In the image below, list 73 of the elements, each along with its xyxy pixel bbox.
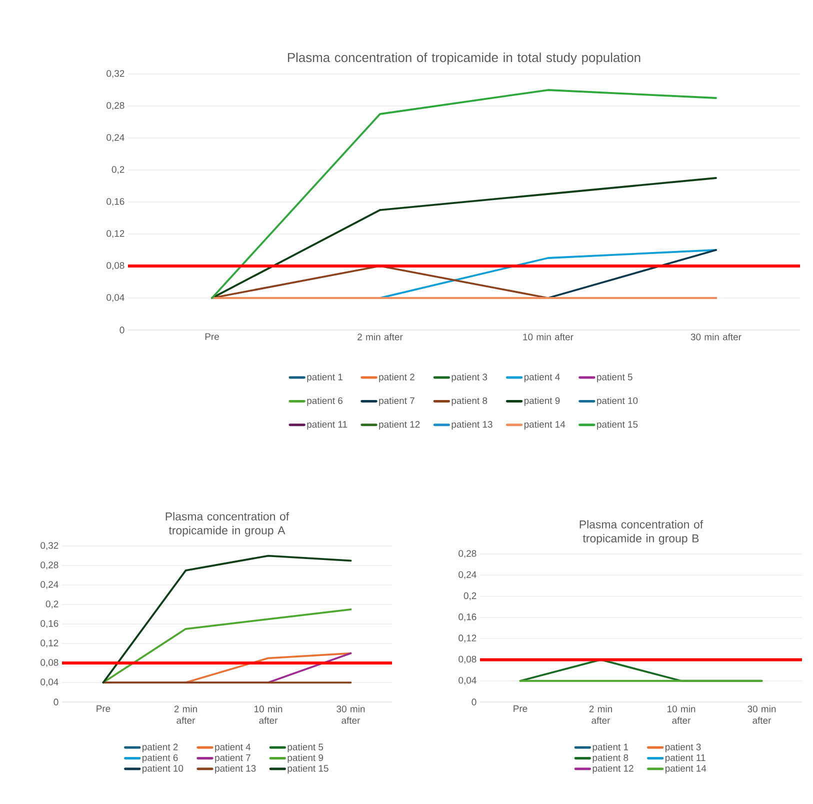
legend-label: patient 5 — [288, 743, 324, 752]
y-tick-label: 0,08 — [458, 656, 476, 664]
y-tick-label: 0,28 — [40, 562, 58, 570]
y-tick-label: 0,16 — [458, 614, 476, 622]
y-tick-label: 0,2 — [46, 600, 58, 608]
x-tick-label: 2 min after — [174, 705, 197, 724]
x-tick-label: 2 min after — [589, 705, 612, 724]
y-tick-label: 0 — [54, 698, 58, 706]
x-tick-label: Pre — [205, 333, 219, 340]
y-tick-label: 0,32 — [40, 542, 58, 550]
legend-label: patient 1 — [307, 373, 342, 382]
legend-label: patient 13 — [215, 764, 256, 774]
line-series — [211, 89, 717, 299]
y-tick-label: 0,08 — [40, 659, 58, 667]
x-tick-label: 30 min after — [336, 705, 365, 724]
legend-label: patient 8 — [452, 397, 488, 406]
y-tick-label: 0 — [120, 326, 124, 334]
line-series — [102, 554, 352, 684]
legend-label: patient 5 — [597, 373, 632, 382]
legend-label: patient 6 — [307, 397, 342, 406]
y-tick-label: 0,24 — [106, 134, 124, 142]
legend-label: patient 2 — [379, 373, 414, 382]
y-tick-label: 0,04 — [40, 678, 58, 686]
legend-label: patient 1 — [592, 743, 628, 752]
legend-label: patient 9 — [288, 754, 324, 763]
legend-label: patient 11 — [665, 754, 706, 763]
y-tick-label: 0 — [472, 698, 476, 706]
y-tick-label: 0,12 — [40, 640, 58, 648]
y-tick-label: 0,16 — [40, 620, 58, 628]
y-tick-label: 0,32 — [106, 70, 124, 78]
x-tick-label: 2 min after — [358, 333, 403, 340]
legend-label: patient 3 — [665, 743, 701, 752]
chart-title: Plasma concentration of tropicamide in group A — [166, 512, 290, 537]
y-tick-label: 0,24 — [458, 571, 476, 580]
legend-label: patient 10 — [142, 764, 184, 774]
x-tick-label: Pre — [514, 705, 528, 712]
y-tick-label: 0,04 — [106, 294, 124, 302]
legend-label: patient 7 — [215, 754, 250, 763]
legend-label: patient 2 — [142, 743, 178, 752]
x-tick-label: 10 min after — [668, 705, 696, 724]
x-tick-label: 30 min after — [690, 333, 742, 340]
legend-label: patient 7 — [379, 397, 414, 406]
legend-label: patient 12 — [592, 764, 634, 774]
x-tick-label: 30 min after — [748, 705, 776, 724]
y-tick-label: 0,08 — [106, 262, 124, 270]
y-tick-label: 0,24 — [40, 581, 58, 589]
legend-label: patient 12 — [379, 420, 420, 430]
x-tick-label: 10 min after — [254, 705, 282, 724]
legend-label: patient 4 — [524, 373, 560, 382]
y-tick-label: 0,28 — [458, 550, 476, 558]
legend-label: patient 15 — [288, 764, 328, 774]
legend-label: patient 10 — [597, 397, 638, 406]
legend-label: patient 6 — [142, 754, 178, 763]
y-tick-label: 0,12 — [106, 230, 124, 238]
y-tick-label: 0,2 — [112, 166, 124, 174]
chart-title: Plasma concentration of tropicamide in total study population — [288, 52, 640, 65]
legend-label: patient 3 — [452, 373, 488, 382]
legend-label: patient 14 — [665, 764, 706, 774]
chart-title: Plasma concentration of tropicamide in group B — [580, 520, 704, 545]
x-tick-label: Pre — [96, 705, 110, 712]
y-tick-label: 0,2 — [464, 592, 476, 600]
legend-label: patient 9 — [524, 397, 560, 406]
legend-label: patient 15 — [597, 420, 638, 430]
x-tick-label: 10 min after — [523, 333, 574, 340]
legend-label: patient 8 — [592, 754, 628, 763]
y-tick-label: 0,12 — [458, 634, 476, 642]
legend-label: patient 14 — [524, 420, 566, 430]
legend-label: patient 4 — [215, 743, 251, 752]
y-tick-label: 0,04 — [458, 676, 476, 685]
legend-label: patient 11 — [307, 420, 348, 430]
y-tick-label: 0,28 — [106, 102, 124, 110]
legend-label: patient 13 — [452, 420, 492, 430]
y-tick-label: 0,16 — [106, 198, 124, 206]
